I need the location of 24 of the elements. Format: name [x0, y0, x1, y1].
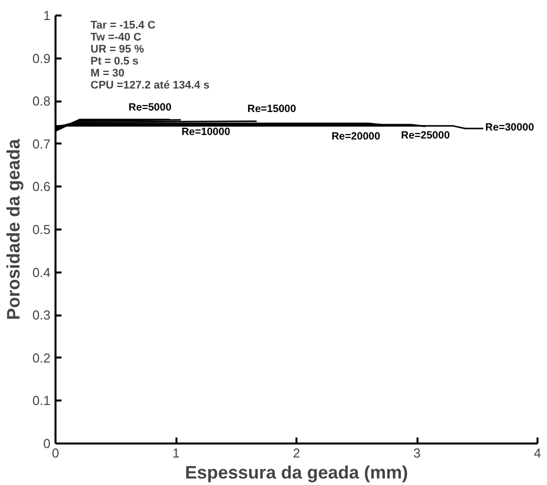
y-tick-label: 0 [43, 436, 51, 451]
x-tick-label: 3 [413, 446, 421, 460]
series-label: Re=25000 [401, 129, 450, 142]
y-tick-label: 1 [43, 8, 51, 23]
y-tick-label: 0.3 [32, 308, 51, 323]
y-tick-label: 0.2 [32, 350, 51, 366]
series-label: Re=15000 [247, 103, 296, 116]
y-tick-label: 0.9 [32, 50, 51, 66]
series-label: Re=10000 [181, 126, 230, 138]
x-tick-label: 1 [172, 446, 180, 460]
series-label: Re=5000 [128, 102, 172, 114]
x-axis-title: Espessura da geada (mm) [184, 462, 408, 482]
y-tick-label: 0.6 [32, 179, 51, 194]
series-label: Re=30000 [485, 121, 534, 134]
x-tick-label: 4 [534, 446, 542, 460]
y-tick-label: 0.5 [32, 222, 51, 237]
y-tick-label: 0.1 [32, 393, 51, 408]
x-tick-label: 2 [292, 446, 300, 460]
y-tick-label: 0.8 [32, 94, 51, 109]
y-axis-title: Porosidade da geada [3, 138, 24, 320]
y-tick-label: 0.7 [32, 136, 51, 152]
y-tick-label: 0.4 [32, 264, 51, 280]
annotation: Tar = -15.4 C Tw =-40 C UR = 95 % Pt = 0.5 s M = 30 CPU =127.2 até 134.4 s [90, 20, 210, 92]
series-label: Re=20000 [331, 130, 380, 143]
